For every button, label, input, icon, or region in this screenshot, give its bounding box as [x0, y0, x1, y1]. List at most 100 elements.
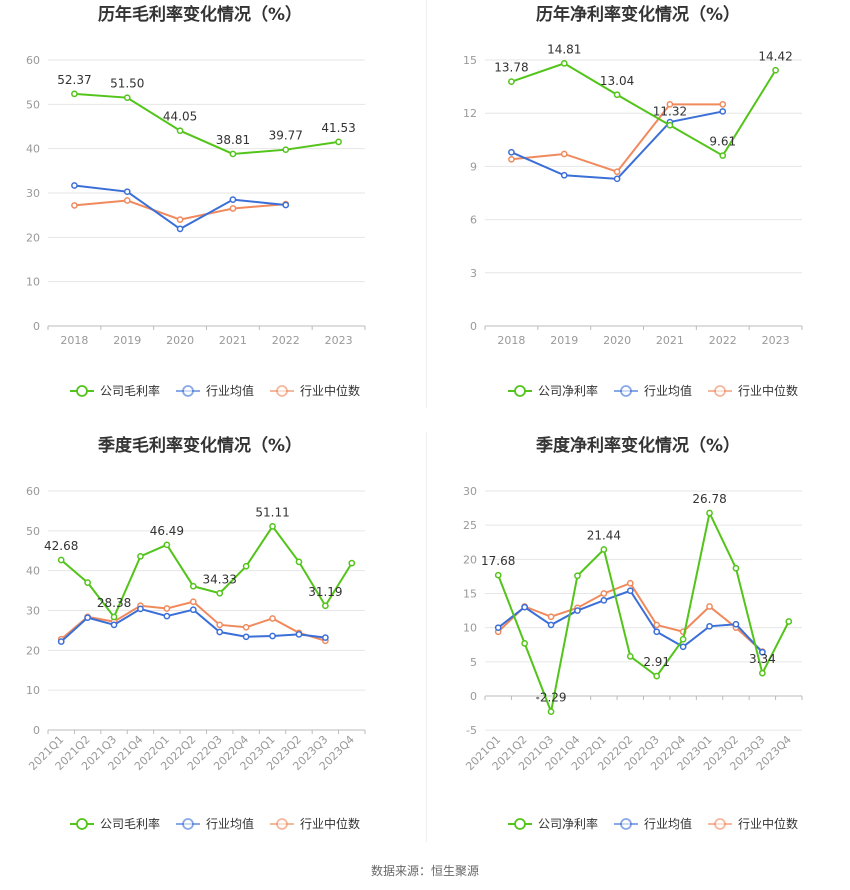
- data-point: [84, 579, 91, 586]
- chart-title: 季度净利率变化情况（%）: [536, 435, 740, 456]
- data-label: 9.61: [709, 135, 736, 149]
- series-line-1: [511, 62, 777, 157]
- data-point: [123, 188, 131, 196]
- data-point: [706, 509, 713, 517]
- y-tick-label: 20: [26, 231, 40, 244]
- data-point: [719, 100, 727, 108]
- data-point: [560, 150, 568, 158]
- legend-label: 行业中位数: [300, 816, 360, 831]
- y-tick-label: 60: [26, 54, 40, 67]
- x-tick-label: 2022: [709, 334, 737, 347]
- data-point: [137, 552, 144, 560]
- y-tick-label: 50: [26, 98, 40, 111]
- data-point: [508, 148, 515, 156]
- legend-label: 行业均值: [644, 816, 692, 831]
- y-tick-label: 3: [470, 267, 477, 280]
- x-tick-label: 2021: [219, 334, 247, 347]
- data-point: [626, 587, 634, 595]
- chart-panel-3: 季度毛利率变化情况（%）01020304050602021Q12021Q2202…: [26, 435, 366, 831]
- legend-item-2: 行业均值: [176, 383, 254, 398]
- x-tick-label: 2021: [656, 334, 684, 347]
- legend-marker: [514, 385, 526, 397]
- data-label: 11.32: [653, 104, 687, 118]
- legend-item-3: 行业中位数: [708, 816, 798, 831]
- y-tick-label: 0: [470, 690, 477, 703]
- data-point: [508, 78, 515, 85]
- data-point: [57, 556, 65, 564]
- data-point: [560, 60, 568, 67]
- data-point: [600, 596, 608, 604]
- data-point: [348, 559, 356, 567]
- data-point: [216, 628, 224, 636]
- data-point: [229, 205, 237, 212]
- data-label: 14.42: [758, 49, 792, 63]
- data-point: [719, 108, 727, 115]
- data-point: [176, 225, 184, 233]
- data-point: [706, 622, 713, 630]
- data-point: [84, 614, 91, 622]
- legend-label: 公司毛利率: [100, 383, 160, 398]
- x-tick-label: 2018: [60, 334, 88, 347]
- chart-panel-4: 季度净利率变化情况（%）-50510152025302021Q12021Q220…: [463, 435, 803, 831]
- legend-item-1: 公司净利率: [508, 383, 598, 398]
- data-point: [600, 590, 608, 597]
- data-label: 51.50: [110, 77, 144, 91]
- data-point: [163, 541, 171, 549]
- data-point: [732, 564, 740, 572]
- data-point: [295, 558, 303, 566]
- legend-item-3: 行业中位数: [270, 383, 360, 398]
- data-point: [494, 571, 502, 579]
- data-label: 21.44: [587, 528, 621, 542]
- data-point: [785, 618, 793, 625]
- y-tick-label: 6: [470, 214, 477, 227]
- chart-title: 历年毛利率变化情况（%）: [98, 4, 302, 25]
- legend-label: 行业中位数: [738, 383, 798, 398]
- legend-marker: [714, 385, 726, 397]
- legend-marker: [276, 818, 288, 830]
- legend-item-1: 公司毛利率: [70, 383, 160, 398]
- data-point: [71, 182, 78, 189]
- data-label: 52.37: [57, 73, 91, 87]
- data-point: [322, 634, 329, 641]
- chart-title: 历年净利率变化情况（%）: [536, 4, 740, 25]
- y-tick-label: 20: [463, 553, 477, 566]
- x-tick-label: 2023: [325, 334, 353, 347]
- legend-marker: [76, 818, 88, 830]
- data-label: 42.68: [44, 539, 78, 553]
- chart-title: 季度毛利率变化情况（%）: [98, 435, 302, 456]
- data-point: [242, 562, 250, 570]
- x-tick-label: 2019: [113, 334, 141, 347]
- data-point: [335, 138, 342, 146]
- data-point: [269, 615, 276, 622]
- data-point: [322, 602, 329, 610]
- data-point: [282, 146, 290, 154]
- legend-item-2: 行业均值: [614, 383, 692, 398]
- data-point: [123, 197, 131, 204]
- data-point: [521, 603, 528, 611]
- legend-label: 行业均值: [206, 816, 254, 831]
- x-tick-label: 2023: [762, 334, 790, 347]
- data-point: [732, 620, 740, 628]
- legend-marker: [182, 818, 194, 830]
- y-tick-label: 15: [463, 54, 477, 67]
- data-label: 13.04: [600, 74, 634, 88]
- data-point: [508, 155, 515, 163]
- data-point: [269, 632, 276, 640]
- legend-label: 行业中位数: [300, 383, 360, 398]
- legend-marker: [76, 385, 88, 397]
- y-tick-label: 20: [26, 644, 40, 657]
- data-point: [163, 612, 171, 620]
- legend-marker: [620, 385, 632, 397]
- data-label: 46.49: [150, 524, 184, 538]
- data-point: [719, 152, 727, 159]
- series-line-2: [497, 589, 764, 653]
- data-label: 3.34: [749, 652, 776, 666]
- y-tick-label: -5: [466, 724, 477, 737]
- vertical-divider-top: [426, 0, 427, 408]
- legend-label: 公司净利率: [538, 816, 598, 831]
- data-point: [216, 589, 224, 597]
- data-point: [653, 672, 661, 680]
- data-point: [229, 150, 237, 158]
- y-tick-label: 0: [33, 724, 40, 737]
- x-tick-label: 2022: [272, 334, 300, 347]
